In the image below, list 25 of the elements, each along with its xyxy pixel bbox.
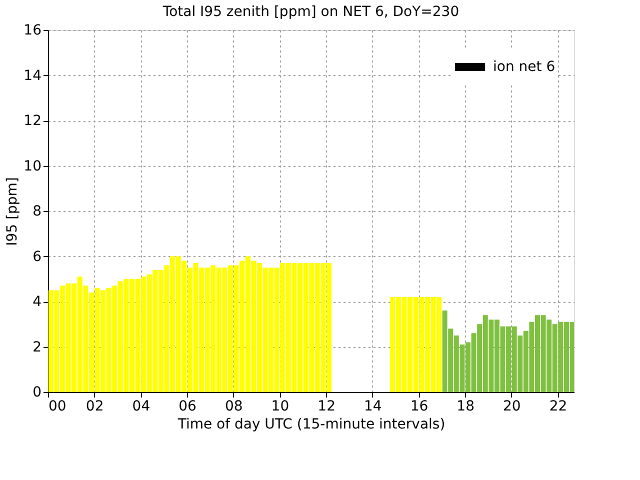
y-axis-title: I95 [ppm]: [4, 177, 21, 246]
x-tick-label: 00: [48, 398, 66, 414]
y-tick-label: 6: [32, 248, 42, 265]
x-tick-label: 10: [271, 398, 290, 414]
y-tick-label: 12: [24, 113, 42, 129]
x-tick-label: 08: [224, 398, 243, 414]
x-tick-label: 12: [318, 398, 336, 414]
x-tick-label: 16: [410, 398, 428, 414]
y-tick-label: 8: [32, 204, 42, 220]
x-tick-label: 02: [86, 398, 104, 414]
y-tick-label: 16: [24, 22, 42, 38]
text: ion net 6: [493, 59, 556, 75]
x-tick-label: 18: [456, 398, 475, 414]
x-axis-title: Time of day UTC (15-minute intervals): [176, 416, 446, 432]
x-tick-label: 04: [132, 398, 150, 414]
chart-title: Total I95 zenith [ppm] on NET 6, DoY=230: [162, 4, 460, 20]
x-tick-label: 20: [503, 398, 521, 414]
x-tick-label: 22: [549, 398, 568, 414]
y-tick-label: 4: [32, 294, 42, 310]
x-tick-label: 14: [364, 398, 382, 414]
y-tick-label: 10: [24, 158, 42, 174]
y-tick-label: 0: [32, 384, 42, 400]
y-tick-label: 14: [24, 68, 42, 84]
x-tick-label: 06: [178, 398, 197, 414]
y-tick-label: 2: [32, 339, 42, 356]
